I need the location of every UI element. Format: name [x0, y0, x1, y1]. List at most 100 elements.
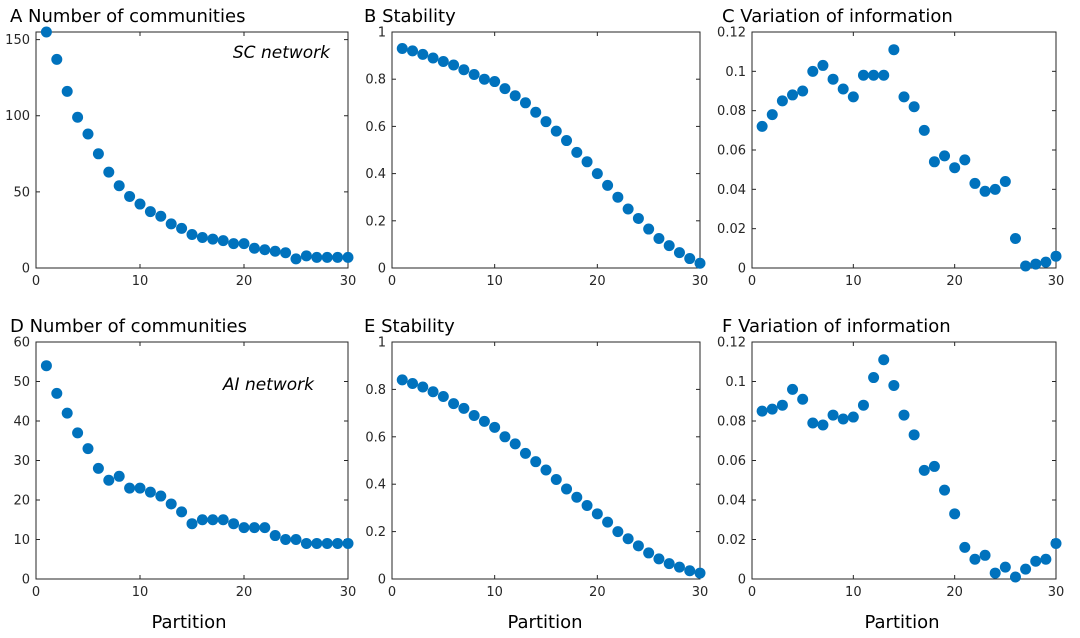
data-point: [807, 65, 819, 77]
panel-f: F Variation of information 0 10 20 30 0 0.02 0.…: [717, 316, 1064, 633]
data-point: [61, 407, 73, 419]
data-point: [311, 251, 323, 263]
data-point: [857, 69, 869, 81]
y-tick-label: 0.02: [717, 222, 746, 237]
data-point: [797, 85, 809, 97]
data-point: [103, 474, 115, 486]
data-point: [632, 540, 644, 552]
data-point: [82, 443, 94, 455]
data-point: [969, 553, 981, 565]
data-point: [165, 498, 177, 510]
data-point: [561, 483, 573, 495]
data-point: [969, 177, 981, 189]
data-point: [643, 223, 655, 235]
panel-e-axes: [391, 341, 701, 580]
data-point: [51, 53, 63, 65]
data-point: [999, 561, 1011, 573]
x-tick-label: 0: [388, 585, 396, 600]
y-tick-label: 0: [22, 573, 30, 588]
panel-e-xlabel: Partition: [507, 612, 582, 633]
data-point: [602, 179, 614, 191]
data-point: [311, 537, 323, 549]
data-point: [550, 473, 562, 485]
data-point: [1020, 260, 1032, 272]
y-tick-label: 0.02: [717, 533, 746, 548]
data-point: [113, 470, 125, 482]
data-point: [540, 464, 552, 476]
data-point: [807, 417, 819, 429]
x-tick-label: 10: [486, 274, 503, 289]
y-tick-label: 0.08: [717, 104, 746, 119]
data-point: [1050, 537, 1062, 549]
data-point: [509, 438, 521, 450]
data-point: [407, 45, 419, 57]
x-tick-label: 20: [236, 274, 253, 289]
data-point: [40, 360, 52, 372]
data-point: [1040, 553, 1052, 565]
data-point: [622, 203, 634, 215]
data-point: [417, 48, 429, 60]
y-tick-label: 0.4: [365, 478, 386, 493]
data-point: [1040, 256, 1052, 268]
data-point: [40, 26, 52, 38]
data-point: [228, 518, 240, 530]
data-point: [756, 120, 768, 132]
data-point: [979, 549, 991, 561]
x-tick-label: 30: [1048, 274, 1065, 289]
data-point: [134, 482, 146, 494]
data-point: [694, 567, 706, 579]
data-point: [868, 372, 880, 384]
data-point: [878, 354, 890, 366]
data-point: [959, 154, 971, 166]
y-tick-label: 0.1: [725, 65, 746, 80]
data-point: [776, 95, 788, 107]
data-point: [499, 83, 511, 95]
data-point: [837, 413, 849, 425]
x-tick-label: 30: [1048, 585, 1065, 600]
panel-f-xlabel: Partition: [864, 612, 939, 633]
data-point: [519, 97, 531, 109]
data-point: [888, 379, 900, 391]
data-point: [766, 403, 778, 415]
x-tick-label: 20: [589, 585, 606, 600]
panel-a-title: A Number of communities: [10, 6, 245, 27]
data-point: [643, 547, 655, 559]
panel-a-annotation: SC network: [233, 43, 331, 63]
data-point: [280, 534, 292, 545]
data-point: [817, 59, 829, 71]
data-point: [827, 73, 839, 85]
data-point: [499, 431, 511, 443]
y-tick-label: 0: [378, 573, 386, 588]
data-point: [82, 128, 94, 140]
x-tick-label: 0: [32, 585, 40, 600]
data-point: [186, 518, 198, 530]
data-point: [124, 190, 136, 202]
data-point: [321, 251, 333, 263]
data-point: [489, 76, 501, 88]
y-tick-label: 0.6: [365, 120, 386, 135]
data-point: [766, 109, 778, 121]
x-tick-label: 30: [340, 585, 357, 600]
y-tick-label: 40: [13, 415, 30, 430]
data-point: [612, 526, 624, 538]
data-point: [999, 175, 1011, 187]
data-point: [259, 522, 271, 534]
x-tick-label: 0: [748, 274, 756, 289]
x-tick-label: 20: [236, 585, 253, 600]
x-tick-label: 20: [946, 585, 963, 600]
data-point: [540, 116, 552, 128]
data-point: [269, 245, 281, 257]
data-point: [1020, 563, 1032, 575]
data-point: [448, 59, 460, 71]
x-tick-label: 0: [32, 274, 40, 289]
data-point: [248, 522, 260, 534]
data-point: [458, 64, 470, 76]
data-point: [673, 561, 685, 573]
data-point: [550, 125, 562, 137]
x-tick-label: 0: [388, 274, 396, 289]
data-point: [248, 242, 260, 254]
data-point: [207, 233, 219, 245]
data-point: [878, 69, 890, 81]
data-point: [949, 162, 961, 174]
panel-a-axes: [35, 31, 349, 269]
